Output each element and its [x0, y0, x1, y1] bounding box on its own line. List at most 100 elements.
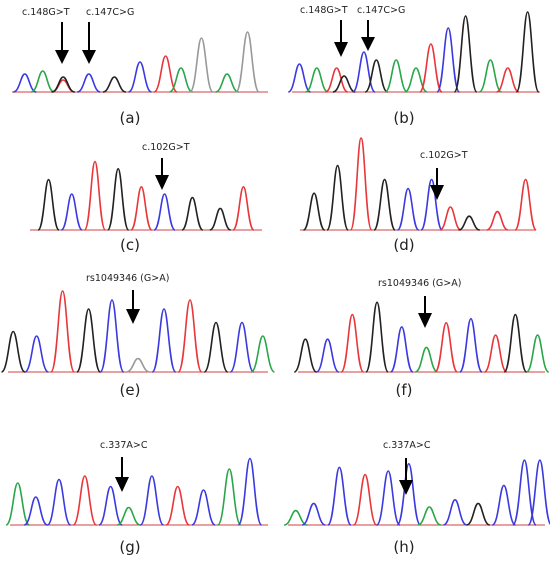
peak-f-11	[525, 334, 550, 373]
peak-f-10	[503, 313, 528, 373]
peak-b-6	[364, 59, 388, 93]
peak-g-7	[139, 475, 165, 526]
trace-group-b	[287, 11, 540, 93]
peak-g-11	[237, 457, 263, 526]
panel-f: rs1049346 (G>A) (f)	[293, 278, 550, 399]
trace-group-f	[293, 301, 550, 373]
peak-g-6	[116, 506, 141, 526]
peak-d-8	[458, 215, 480, 231]
peak-c-4	[106, 167, 130, 231]
peak-g-3	[46, 478, 72, 526]
peak-a-11	[215, 73, 239, 93]
peak-h-2	[301, 502, 326, 526]
peak-e-6	[126, 357, 150, 373]
arrow-d-1	[430, 168, 444, 200]
peak-b-13	[496, 67, 520, 93]
panel-h: c.337A>C (h)	[283, 440, 550, 556]
peak-c-5	[130, 185, 153, 231]
annotation-e-1: rs1049346 (G>A)	[86, 273, 169, 284]
peak-f-5	[389, 326, 414, 373]
arrow-h-1	[399, 458, 413, 495]
peak-b-2	[305, 67, 329, 93]
peak-a-7	[128, 61, 152, 93]
annotation-b-2: c.147C>G	[357, 5, 405, 16]
panel-label-d: (d)	[393, 236, 414, 254]
peak-d-5	[396, 187, 420, 231]
peak-c-2	[60, 193, 83, 231]
peak-a-4	[51, 76, 75, 93]
panel-label-b: (b)	[393, 109, 414, 127]
arrow-b-2	[361, 20, 375, 51]
peak-f-7	[434, 321, 459, 373]
peak-f-8	[459, 317, 483, 373]
panel-label-g: (g)	[119, 538, 140, 556]
peak-a-9	[169, 67, 193, 93]
peak-e-5	[99, 299, 125, 373]
panel-e: rs1049346 (G>A) (e)	[0, 273, 275, 399]
peak-f-2	[316, 338, 340, 373]
peak-b-11	[453, 15, 478, 93]
peak-h-11	[512, 459, 537, 526]
peak-e-10	[229, 321, 255, 373]
arrow-c-1	[155, 158, 169, 190]
panel-a: c.148G>T c.147C>G (a)	[12, 7, 268, 127]
trace-group-a	[12, 31, 268, 93]
peak-h-7	[417, 506, 442, 526]
peak-b-7	[384, 59, 408, 93]
peak-e-9	[203, 321, 229, 373]
peak-e-7	[151, 308, 177, 373]
trace-group-e	[0, 290, 275, 373]
peak-d-2	[326, 164, 349, 231]
peak-f-1	[293, 338, 317, 373]
peak-e-2	[24, 335, 49, 373]
peak-h-8	[443, 498, 467, 526]
arrow-a-1	[55, 22, 69, 64]
annotation-f-1: rs1049346 (G>A)	[378, 278, 461, 289]
panel-label-c: (c)	[120, 236, 140, 254]
panel-label-f: (f)	[396, 381, 413, 399]
peak-d-3	[349, 137, 373, 231]
peak-e-4	[76, 308, 102, 373]
peak-h-4	[352, 473, 378, 526]
peak-g-8	[165, 485, 191, 526]
peak-e-11	[250, 335, 275, 373]
panel-g: c.337A>C (g)	[5, 440, 268, 556]
peak-g-4	[72, 475, 98, 526]
peak-a-5	[77, 73, 101, 93]
peak-c-6	[153, 193, 176, 231]
peak-e-1	[0, 330, 26, 373]
peak-b-14	[515, 11, 540, 93]
arrow-a-2	[82, 22, 96, 64]
arrow-f-1	[418, 296, 432, 328]
trace-group-d	[300, 137, 537, 231]
annotation-h-1: c.337A>C	[383, 440, 431, 451]
peak-a-8	[153, 55, 178, 93]
peak-h-3	[327, 466, 352, 526]
panel-d: c.102G>T (d)	[300, 137, 537, 254]
panel-b: c.148G>T c.147C>G (b)	[287, 5, 540, 127]
peak-a-6	[102, 76, 127, 93]
annotation-a-2: c.147C>G	[86, 7, 134, 18]
peak-f-6	[414, 346, 438, 373]
peak-d-6	[420, 178, 443, 231]
peak-f-9	[483, 334, 508, 373]
peak-f-3	[340, 313, 365, 373]
peak-c-3	[83, 160, 107, 231]
peak-g-9	[191, 489, 216, 526]
peak-d-10	[514, 178, 537, 231]
peak-b-5	[351, 51, 376, 93]
peak-a-2	[30, 70, 55, 93]
peak-h-12	[527, 459, 550, 526]
peak-g-2	[23, 496, 48, 526]
peak-e-3	[50, 290, 76, 373]
peak-c-9	[232, 185, 255, 231]
peak-b-3	[325, 67, 349, 93]
arrow-e-1	[126, 290, 140, 324]
peak-c-7	[181, 196, 204, 231]
trace-group-c	[30, 160, 262, 231]
peak-f-4	[365, 301, 389, 373]
peak-a-10	[189, 37, 214, 93]
trace-group-h	[283, 459, 550, 526]
panel-label-a: (a)	[120, 109, 141, 127]
